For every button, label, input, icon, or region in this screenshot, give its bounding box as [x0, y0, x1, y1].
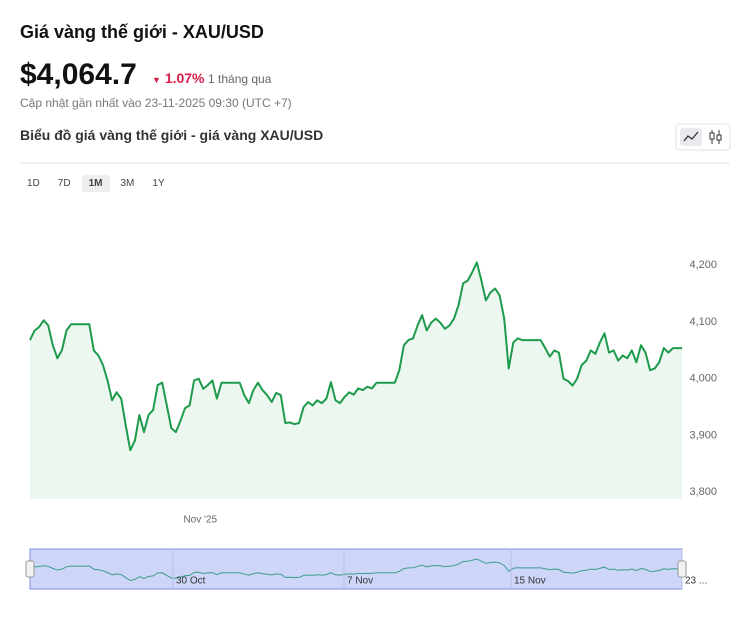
- navigator-label: 7 Nov: [347, 576, 373, 587]
- navigator-handle[interactable]: [25, 560, 35, 578]
- navigator-label: 15 Nov: [514, 576, 546, 587]
- range-button[interactable]: 1D: [27, 178, 40, 189]
- range-button[interactable]: 1M: [81, 175, 110, 192]
- price-change: ▼ 1.07%: [152, 70, 205, 86]
- range-buttons: 1D 7D 1M 3M 1Y: [20, 175, 172, 192]
- y-tick-label: 3,800: [689, 486, 717, 498]
- price: $4,064.7: [20, 58, 137, 91]
- y-tick-label: 4,100: [689, 316, 717, 328]
- y-tick-label: 4,200: [689, 259, 717, 271]
- y-tick-label: 4,000: [689, 373, 717, 385]
- updated-time: Cập nhật gần nhất vào 23-11-2025 09:30 (…: [20, 96, 292, 110]
- price-line: [29, 261, 682, 452]
- view-toggle[interactable]: [675, 123, 731, 151]
- navigator-line: [29, 558, 682, 582]
- range-button[interactable]: 7D: [57, 178, 71, 189]
- range-button[interactable]: 1Y: [152, 178, 165, 189]
- period: 1 tháng qua: [208, 72, 272, 86]
- x-tick-label: Nov '25: [183, 515, 217, 526]
- navigator-handle[interactable]: [677, 560, 687, 578]
- y-tick-label: 3,900: [689, 429, 717, 441]
- page-title: Giá vàng thế giới - XAU/USD: [20, 22, 264, 42]
- navigator-label: 30 Oct: [176, 576, 206, 587]
- chart-subtitle: Biểu đồ giá vàng thế giới - giá vàng XAU…: [20, 127, 324, 143]
- navigator-label: 23 ...: [685, 576, 707, 587]
- change-value: 1.07%: [164, 70, 205, 86]
- area: [30, 262, 682, 499]
- range-button[interactable]: 3M: [120, 178, 135, 189]
